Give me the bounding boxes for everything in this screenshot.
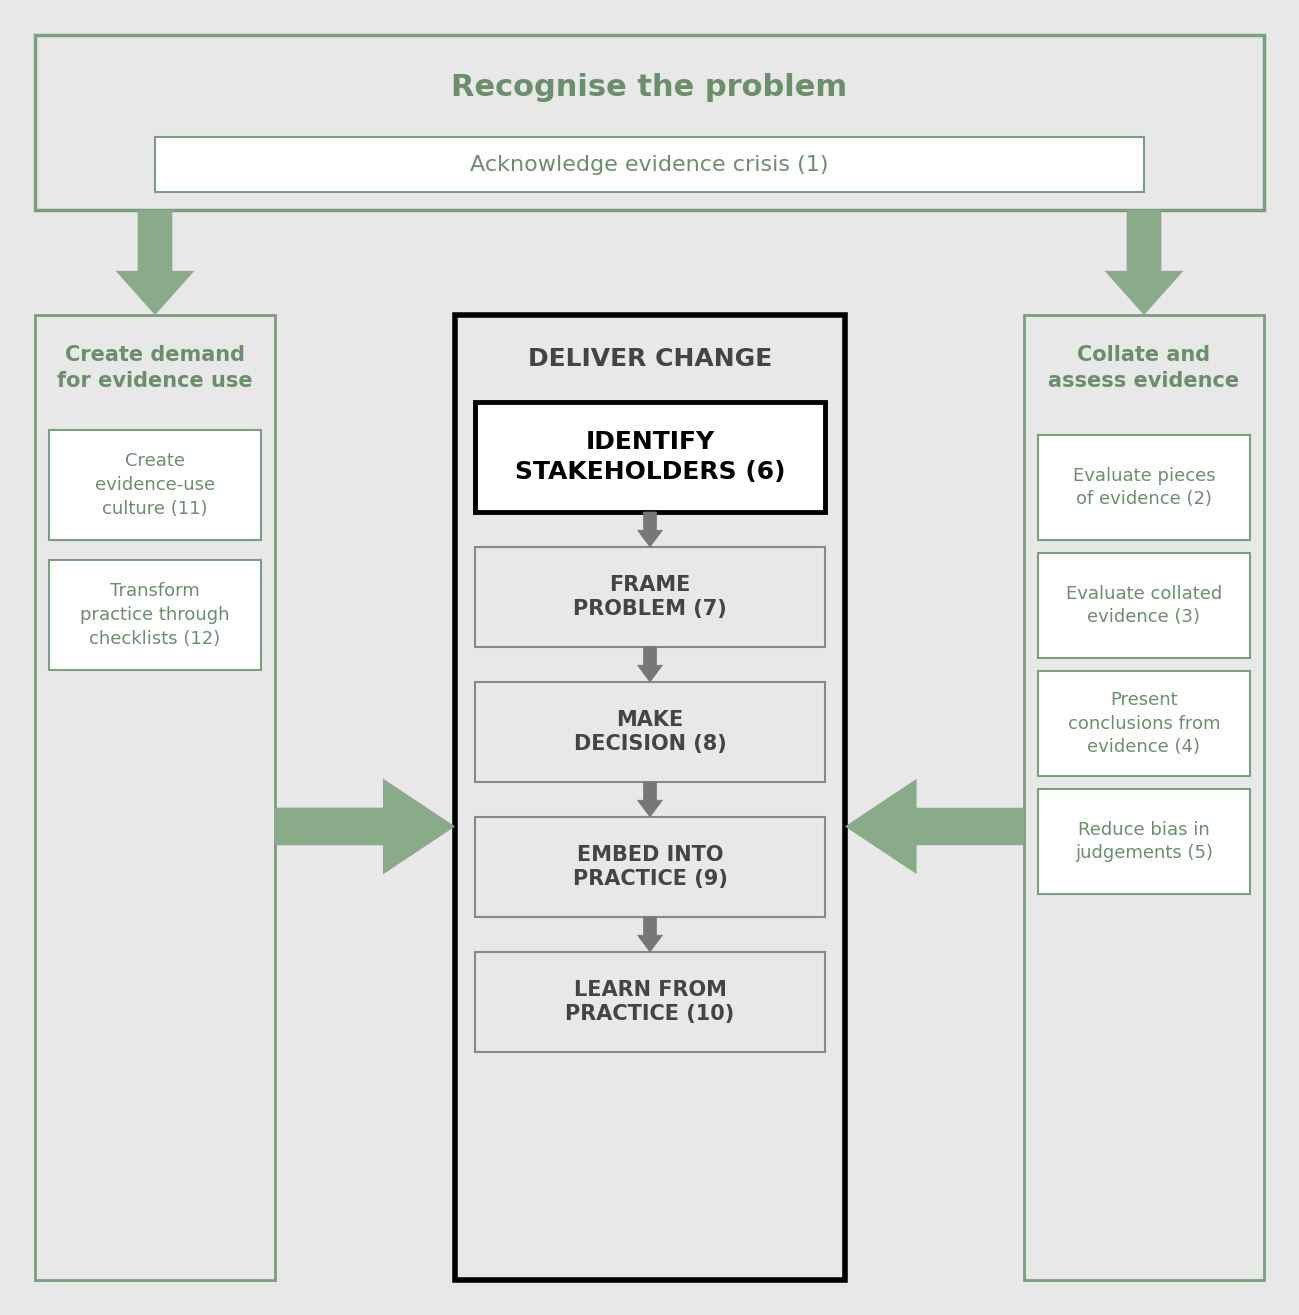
Bar bbox=[475, 682, 825, 782]
Polygon shape bbox=[1104, 210, 1183, 316]
Bar bbox=[35, 36, 1264, 210]
Text: LEARN FROM
PRACTICE (10): LEARN FROM PRACTICE (10) bbox=[565, 980, 735, 1024]
Text: IDENTIFY
STAKEHOLDERS (6): IDENTIFY STAKEHOLDERS (6) bbox=[514, 430, 786, 484]
Polygon shape bbox=[116, 210, 195, 316]
Text: DELIVER CHANGE: DELIVER CHANGE bbox=[527, 347, 772, 371]
Bar bbox=[35, 316, 275, 1279]
Polygon shape bbox=[638, 782, 662, 817]
Text: MAKE
DECISION (8): MAKE DECISION (8) bbox=[574, 710, 726, 755]
Bar bbox=[475, 547, 825, 647]
Polygon shape bbox=[846, 778, 1024, 874]
Text: Present
conclusions from
evidence (4): Present conclusions from evidence (4) bbox=[1068, 690, 1220, 756]
Bar bbox=[1038, 789, 1250, 894]
Bar bbox=[475, 952, 825, 1052]
Text: Create
evidence-use
culture (11): Create evidence-use culture (11) bbox=[95, 452, 216, 518]
Bar bbox=[455, 316, 846, 1279]
Polygon shape bbox=[275, 778, 455, 874]
Bar bbox=[49, 560, 261, 671]
Bar bbox=[475, 402, 825, 512]
Bar bbox=[475, 817, 825, 917]
Text: Evaluate pieces
of evidence (2): Evaluate pieces of evidence (2) bbox=[1073, 467, 1216, 509]
Text: Collate and
assess evidence: Collate and assess evidence bbox=[1048, 345, 1239, 392]
Bar bbox=[155, 137, 1144, 192]
Text: FRAME
PROBLEM (7): FRAME PROBLEM (7) bbox=[573, 575, 727, 619]
Polygon shape bbox=[638, 647, 662, 682]
Text: Recognise the problem: Recognise the problem bbox=[452, 72, 847, 101]
Polygon shape bbox=[638, 917, 662, 952]
Polygon shape bbox=[638, 512, 662, 547]
Text: Acknowledge evidence crisis (1): Acknowledge evidence crisis (1) bbox=[470, 154, 829, 175]
Bar bbox=[49, 430, 261, 540]
Bar bbox=[1038, 554, 1250, 658]
Text: Evaluate collated
evidence (3): Evaluate collated evidence (3) bbox=[1066, 585, 1222, 626]
Text: Reduce bias in
judgements (5): Reduce bias in judgements (5) bbox=[1076, 821, 1213, 863]
Text: EMBED INTO
PRACTICE (9): EMBED INTO PRACTICE (9) bbox=[573, 844, 727, 889]
Bar bbox=[1038, 671, 1250, 776]
Bar bbox=[1038, 435, 1250, 540]
Text: Create demand
for evidence use: Create demand for evidence use bbox=[57, 345, 253, 392]
Bar bbox=[1024, 316, 1264, 1279]
Text: Transform
practice through
checklists (12): Transform practice through checklists (1… bbox=[81, 583, 230, 647]
